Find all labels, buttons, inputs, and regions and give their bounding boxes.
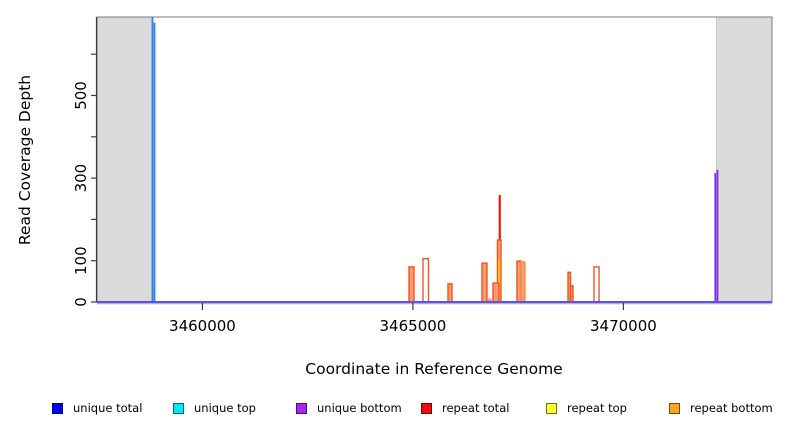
legend-label: repeat total (442, 401, 510, 415)
coverage-bar (408, 266, 415, 303)
y-tick-label: 300 (72, 164, 90, 193)
legend-item: repeat total (421, 398, 509, 418)
legend-item: repeat bottom (669, 398, 773, 418)
legend-item: repeat top (546, 398, 627, 418)
legend-label: repeat bottom (690, 401, 773, 415)
x-tick-label: 3465000 (380, 317, 447, 335)
legend-swatch-icon (421, 402, 432, 414)
legend: unique total unique top unique bottom repea… (0, 398, 792, 420)
coverage-bar (422, 257, 430, 303)
legend-swatch-icon (296, 402, 307, 414)
coverage-bar (593, 266, 600, 303)
coverage-bar (569, 285, 574, 303)
coverage-chart: 0 100 300 500 3460000 3465000 3470000 Coordina… (16, 16, 773, 378)
legend-item: unique top (173, 398, 256, 418)
masked-region (96, 16, 153, 303)
x-tick-label: 3470000 (590, 317, 657, 335)
coverage-bar (492, 282, 500, 303)
y-tick-label: 100 (72, 246, 90, 275)
plot-area: 0 100 300 500 3460000 3465000 3470000 (72, 16, 773, 335)
legend-swatch-icon (52, 402, 63, 414)
legend-swatch-icon (669, 402, 680, 414)
legend-label: repeat top (567, 401, 627, 415)
coverage-bar (481, 262, 488, 303)
x-axis-title: Coordinate in Reference Genome (305, 360, 562, 378)
legend-swatch-icon (173, 402, 184, 414)
x-tick-label: 3460000 (169, 317, 236, 335)
coverage-bar (520, 261, 526, 303)
y-tick-label: 500 (72, 81, 90, 110)
coverage-bar (447, 283, 453, 303)
masked-region (715, 16, 773, 303)
legend-item: unique bottom (296, 398, 402, 418)
legend-label: unique top (194, 401, 256, 415)
plot-frame (96, 16, 773, 303)
legend-swatch-icon (546, 402, 557, 414)
legend-label: unique total (73, 401, 143, 415)
legend-label: unique bottom (317, 401, 402, 415)
y-axis-title: Read Coverage Depth (16, 75, 34, 245)
legend-item: unique total (52, 398, 142, 418)
y-tick-label: 0 (72, 297, 90, 307)
